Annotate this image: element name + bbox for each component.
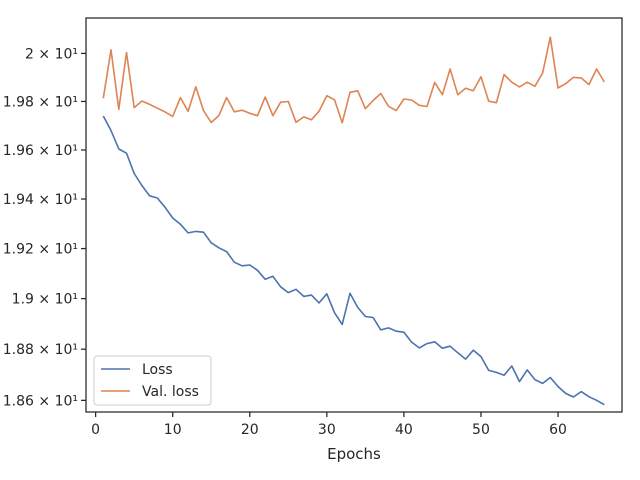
legend-label: Loss	[142, 362, 173, 378]
x-tick-label: 50	[472, 422, 490, 438]
y-tick-label: 1.96 × 10¹	[3, 143, 78, 159]
legend-label: Val. loss	[142, 384, 199, 400]
y-tick-label: 1.92 × 10¹	[3, 242, 78, 258]
x-tick-label: 0	[91, 422, 100, 438]
y-tick-label: 1.94 × 10¹	[3, 192, 78, 208]
series-line-loss	[102, 115, 605, 406]
plot-frame	[85, 17, 623, 413]
x-axis: 0 10 20 30 40 50 60	[91, 412, 567, 438]
series-line-val-loss	[102, 36, 605, 124]
y-tick-label: 2 × 10¹	[25, 46, 78, 62]
y-axis: 1.86 × 10¹ 1.88 × 10¹ 1.9 × 10¹ 1.92 × 10¹ 1…	[3, 46, 86, 409]
y-tick-label: 1.9 × 10¹	[12, 292, 78, 308]
plot-area	[85, 17, 623, 413]
y-tick-label: 1.98 × 10¹	[3, 94, 78, 110]
x-tick-label: 40	[395, 422, 413, 438]
legend: Loss Val. loss	[93, 355, 212, 406]
x-axis-label: Epochs	[327, 445, 381, 463]
y-tick-label: 1.86 × 10¹	[3, 393, 78, 409]
x-tick-label: 30	[318, 422, 336, 438]
y-tick-label: 1.88 × 10¹	[3, 342, 78, 358]
x-tick-label: 60	[549, 422, 567, 438]
series-layer	[102, 36, 605, 406]
x-tick-label: 10	[164, 422, 182, 438]
x-tick-label: 20	[241, 422, 259, 438]
